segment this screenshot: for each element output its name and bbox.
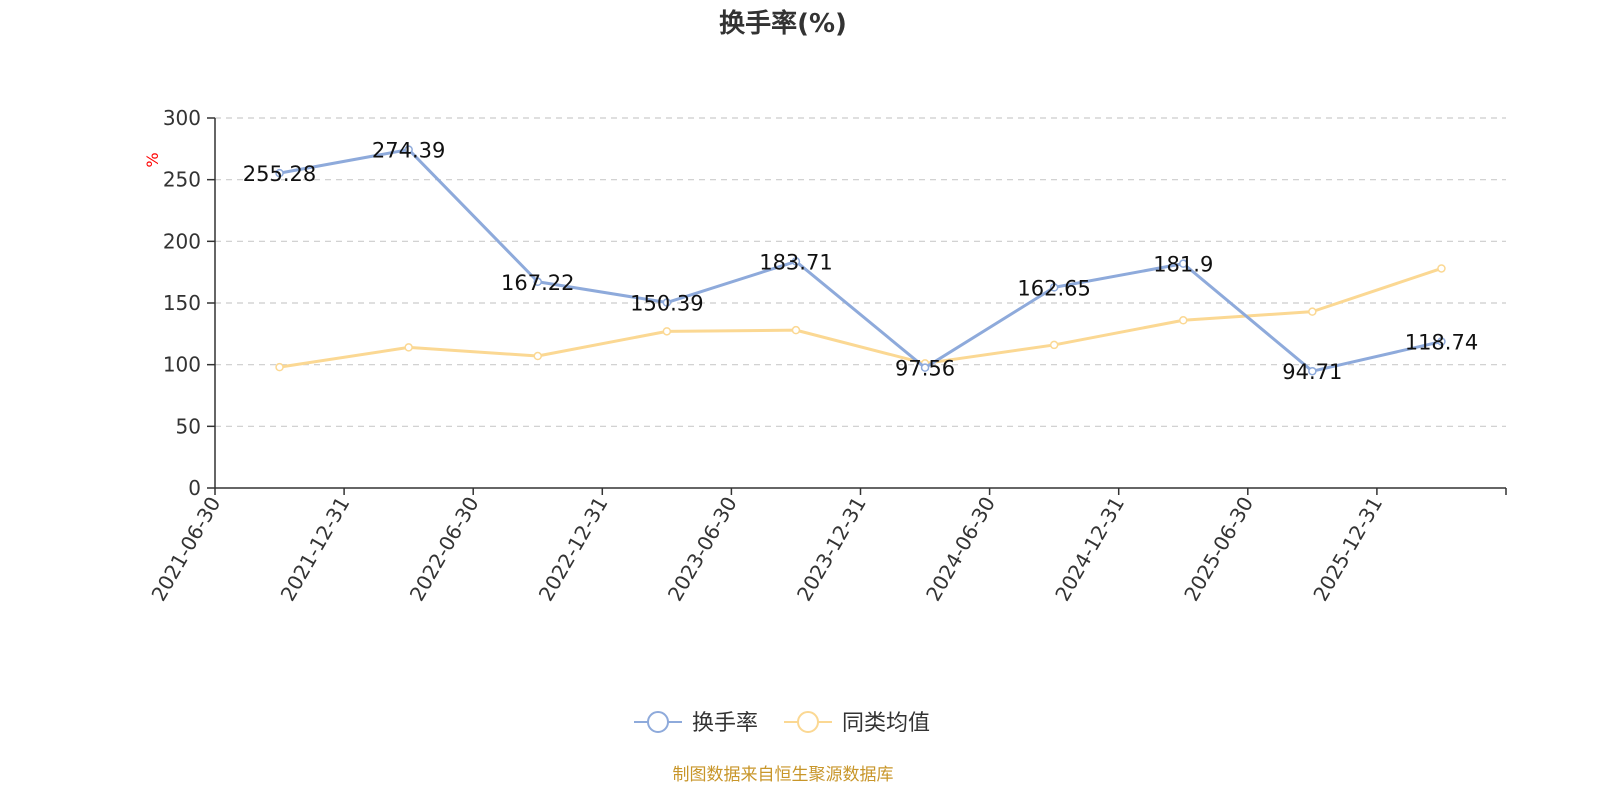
data-label-turnover: 167.22 (501, 271, 574, 295)
point-turnover[interactable] (1437, 337, 1446, 346)
point-turnover[interactable] (920, 363, 930, 372)
data-label-turnover: 255.28 (243, 162, 316, 186)
x-tick-label: 2021-12-31 (276, 493, 355, 606)
y-tick-label: 250 (163, 168, 201, 192)
data-labels: 255.28 274.39 167.22 150.39 183.71 97.56 162.6… (243, 139, 1478, 385)
data-label-turnover: 118.74 (1405, 331, 1478, 355)
data-label-turnover: 97.56 (895, 357, 955, 381)
point-average[interactable] (1049, 340, 1059, 350)
series-line-average (279, 267, 1442, 369)
point-turnover[interactable] (791, 257, 801, 266)
point-turnover[interactable] (662, 298, 672, 307)
y-tick-label: 50 (176, 414, 201, 438)
data-label-turnover: 183.71 (759, 250, 832, 274)
point-average[interactable] (662, 327, 672, 336)
point-average[interactable] (404, 343, 413, 352)
legend-label-average: 同类均值 (842, 711, 930, 736)
x-tick-label: 2021-06-30 (146, 493, 225, 606)
legend-circle-icon-average (797, 711, 819, 733)
y-axis-unit-label: % (143, 152, 162, 167)
legend: 换手率 同类均值 (634, 711, 930, 736)
point-average[interactable] (1179, 316, 1188, 325)
point-average[interactable] (791, 325, 801, 335)
series-line-turnover (279, 148, 1442, 373)
chart-title: 换手率(%) (719, 8, 847, 39)
y-tick-label: 100 (163, 353, 201, 377)
point-turnover[interactable] (1308, 366, 1317, 376)
source-note: 制图数据来自恒生聚源数据库 (673, 765, 894, 785)
point-average[interactable] (533, 351, 542, 361)
data-label-turnover: 94.71 (1282, 360, 1342, 384)
legend-circle-icon-turnover (647, 711, 669, 733)
data-label-turnover: 181.9 (1153, 253, 1213, 277)
point-average[interactable] (1437, 264, 1446, 273)
point-turnover[interactable] (1179, 259, 1188, 268)
y-tick-label: 200 (163, 229, 201, 253)
point-turnover[interactable] (533, 277, 542, 287)
x-tick-label: 2022-06-30 (405, 493, 484, 606)
point-average[interactable] (275, 362, 284, 372)
y-tick-label: 150 (163, 291, 201, 315)
legend-item-average[interactable]: 同类均值 (784, 711, 930, 736)
data-label-turnover: 274.39 (372, 139, 445, 163)
x-tick-label: 2023-06-30 (663, 493, 742, 606)
x-tick-label: 2022-12-31 (534, 493, 613, 606)
point-turnover[interactable] (275, 168, 284, 178)
series-layer (275, 145, 1446, 376)
data-label-turnover: 150.39 (630, 292, 703, 316)
legend-label-turnover: 换手率 (692, 711, 758, 736)
point-turnover[interactable] (1049, 283, 1059, 292)
y-tick-label: 0 (188, 476, 201, 500)
x-tick-label: 2024-12-31 (1050, 493, 1129, 606)
point-turnover[interactable] (404, 145, 413, 154)
x-tick-label: 2025-06-30 (1179, 493, 1258, 606)
legend-item-turnover[interactable]: 换手率 (634, 711, 758, 736)
x-tick-label: 2025-12-31 (1308, 493, 1387, 606)
point-average[interactable] (1308, 307, 1317, 316)
data-label-turnover: 162.65 (1017, 276, 1090, 300)
y-tick-label: 300 (163, 106, 201, 130)
x-tick-label: 2023-12-31 (792, 493, 871, 606)
x-tick-label: 2024-06-30 (921, 493, 1000, 606)
